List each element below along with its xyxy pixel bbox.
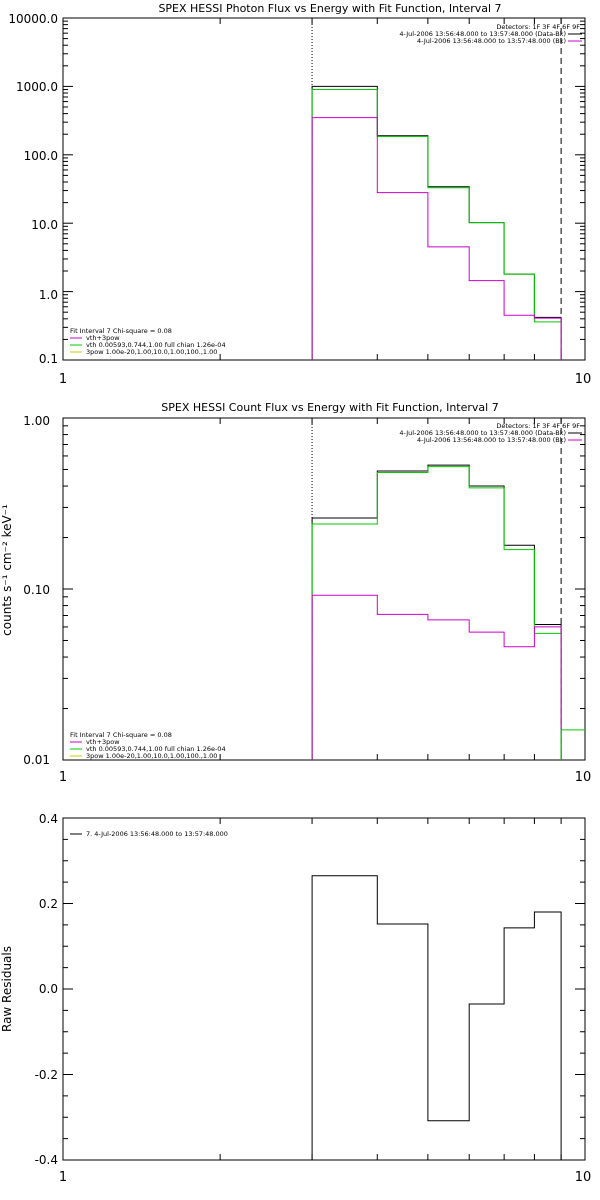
panel-2-header-entry: 4-Jul-2006 13:56:48.000 to 13:57:48.000 … — [417, 436, 566, 444]
panel-2-title: SPEX HESSI Count Flux vs Energy with Fit… — [161, 401, 498, 414]
panel-2-y-tick-label: 1.00 — [23, 414, 50, 428]
panel-2-series-0 — [311, 464, 562, 760]
panel-2-series — [311, 464, 585, 760]
panel-1-header-entry: 4-Jul-2006 13:56:48.000 to 13:57:48.000 … — [417, 37, 566, 45]
panel-1-x-tick-label: 1 — [59, 372, 67, 387]
panel-1-y-tick-label: 1000.0 — [16, 80, 58, 94]
panel-1-fit-entry: vth+3pow — [86, 334, 120, 342]
photon-flux-panel: SPEX HESSI Photon Flux vs Energy with Fi… — [8, 2, 591, 387]
panel-1-series-1 — [311, 89, 562, 360]
panel-3-x-tick-label: 1 — [59, 1170, 67, 1185]
panel-2-tail-segment — [560, 729, 585, 760]
panel-2-y-tick-label: 0.10 — [23, 583, 50, 597]
panel-2-x-tick-label: 10 — [575, 770, 592, 785]
panel-2-tick-labels: 0.01 0.10 1.00 1 10 — [23, 414, 591, 785]
panel-2-fit-entry: vth 0.00593,0.744,1.00 full chian 1.26e-… — [86, 745, 226, 753]
panel-1-x-tick-label: 10 — [575, 372, 592, 387]
panel-2-fit-header: Fit Interval 7 Chi-square = 0.08 — [70, 731, 172, 739]
panel-3-y-tick-label: 0.4 — [39, 812, 58, 826]
panel-1-fit-header: Fit Interval 7 Chi-square = 0.08 — [70, 327, 172, 335]
panel-1-title: SPEX HESSI Photon Flux vs Energy with Fi… — [158, 2, 501, 15]
panel-2-series-1 — [311, 466, 562, 760]
count-flux-panel: SPEX HESSI Count Flux vs Energy with Fit… — [0, 401, 591, 785]
panel-3-series-0 — [311, 875, 562, 1160]
panel-3-y-axis-label: Raw Residuals — [0, 946, 14, 1032]
panel-1-y-tick-label: 0.1 — [39, 352, 58, 366]
panel-2-y-axis-label: counts s⁻¹ cm⁻² keV⁻¹ — [0, 504, 14, 636]
panel-3-tick-labels: -0.4 -0.2 0.0 0.2 0.4 1 10 — [35, 812, 592, 1185]
panel-3-y-tick-label: -0.4 — [35, 1153, 58, 1167]
panel-2-fit-entry: 3pow 1.00e-20,1.00,10.0,1.00,100.,1.00 — [86, 752, 217, 760]
panel-3-legend-entry: 7. 4-Jul-2006 13:56:48.000 to 13:57:48.0… — [86, 830, 228, 838]
panel-2-detectors-label: Detectors: 1F 3F 4F 6F 9F — [496, 422, 580, 430]
panel-1-y-tick-label: 100.0 — [24, 149, 58, 163]
panel-1-axis-ticks — [63, 18, 585, 361]
panel-1-series-2 — [311, 117, 562, 360]
panel-3-frame — [62, 817, 586, 1161]
residuals-panel: -0.4 -0.2 0.0 0.2 0.4 1 10 Raw Residuals… — [0, 812, 591, 1185]
panel-1-y-tick-label: 10000.0 — [8, 12, 58, 26]
panel-2-header-legend: Detectors: 1F 3F 4F 6F 9F 4-Jul-2006 13:… — [399, 422, 582, 444]
panel-2-fit-legend: Fit Interval 7 Chi-square = 0.08 vth+3po… — [70, 731, 226, 760]
panel-1-detectors-label: Detectors: 1F 3F 4F 6F 9F — [496, 23, 580, 31]
panel-3-x-tick-label: 10 — [575, 1170, 592, 1185]
panel-2-frame — [62, 417, 586, 761]
panel-3-y-tick-label: 0.2 — [39, 897, 58, 911]
panel-3-legend: 7. 4-Jul-2006 13:56:48.000 to 13:57:48.0… — [70, 830, 228, 838]
panel-2-x-tick-label: 1 — [59, 770, 67, 785]
panel-2-series-2 — [311, 594, 562, 760]
panel-3-series — [311, 875, 562, 1160]
panel-1-fit-entry: 3pow 1.00e-20,1.00,10.0,1.00,100.,1.00 — [86, 348, 217, 356]
panel-3-y-tick-label: -0.2 — [35, 1068, 58, 1082]
panel-1-header-entry: 4-Jul-2006 13:56:48.000 to 13:57:48.000 … — [399, 30, 566, 38]
panel-2-axis-ticks — [63, 418, 585, 761]
panel-1-header-legend: Detectors: 1F 3F 4F 6F 9F 4-Jul-2006 13:… — [399, 23, 582, 45]
panel-1-series-0 — [311, 85, 562, 360]
panel-1-fit-legend: Fit Interval 7 Chi-square = 0.08 vth+3po… — [70, 327, 226, 356]
panel-2-header-entry: 4-Jul-2006 13:56:48.000 to 13:57:48.000 … — [399, 429, 566, 437]
panel-1-range-markers — [311, 18, 562, 360]
panel-1-fit-entry: vth 0.00593,0.744,1.00 full chian 1.26e-… — [86, 341, 226, 349]
panel-1-series — [311, 85, 562, 360]
panel-2-range-markers — [311, 418, 562, 760]
panel-1-frame — [62, 17, 586, 361]
panel-1-y-tick-label: 10.0 — [31, 218, 58, 232]
panel-1-y-tick-label: 1.0 — [39, 288, 58, 302]
panel-2-fit-entry: vth+3pow — [86, 738, 120, 746]
panel-1-tick-labels: 0.1 1.0 10.0 100.0 1000.0 10000.0 1 10 — [8, 12, 591, 387]
panel-3-y-tick-label: 0.0 — [39, 982, 58, 996]
panel-2-y-tick-label: 0.01 — [23, 753, 50, 767]
panel-3-axis-ticks — [63, 817, 585, 1161]
